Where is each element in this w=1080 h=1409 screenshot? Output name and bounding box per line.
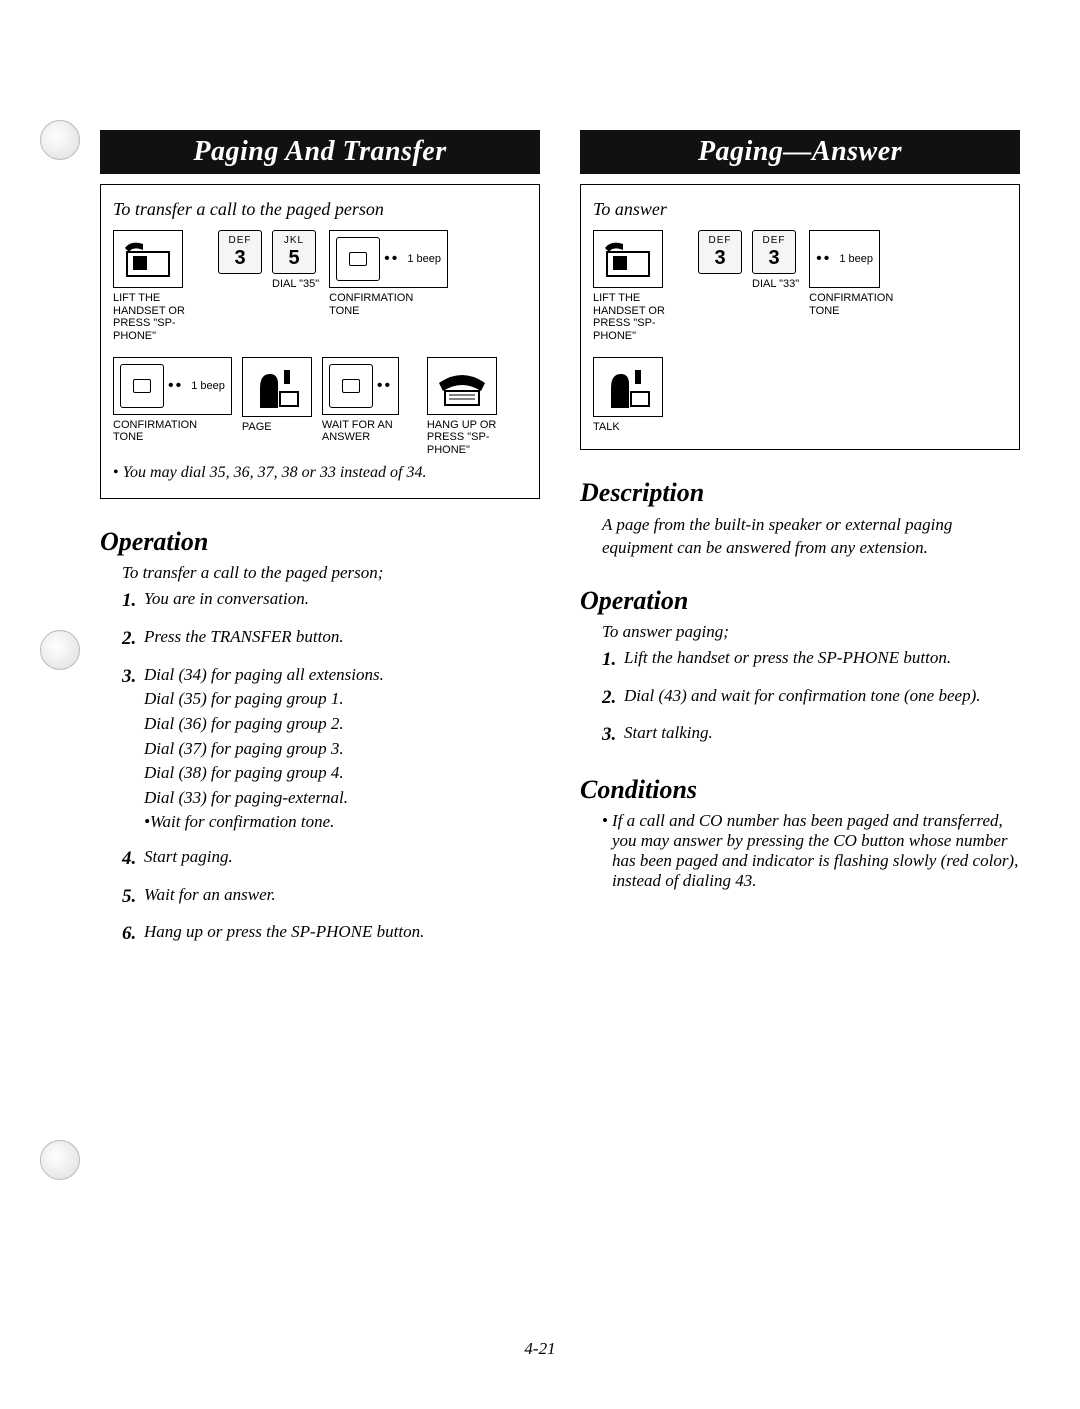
right-conditions-bullet: •If a call and CO number has been paged … [580, 811, 1020, 891]
step-page: PAGE [242, 357, 312, 434]
speaker-icon [336, 237, 380, 281]
list-item: 4.Start paging. [122, 845, 540, 873]
step-key-5: JKL 5 DIAL "35" [272, 230, 319, 291]
dots-icon: •• [816, 250, 831, 268]
step-key-3: DEF 3 [218, 230, 262, 274]
keycap-icon: DEF 3 [218, 230, 262, 274]
step-key-3b: DEF 3 DIAL "33" [752, 230, 799, 291]
keycap-icon: DEF 3 [752, 230, 796, 274]
left-operation-sub: To transfer a call to the paged person; [100, 563, 540, 583]
step-talk: TALK [593, 357, 663, 434]
step-hangup: HANG UP OR PRESS "SP-PHONE" [427, 357, 522, 457]
right-diagram-title: To answer [593, 199, 1007, 220]
step-lift-handset: LIFT THE HANDSET OR PRESS "SP-PHONE" [593, 230, 688, 343]
speaker-icon [120, 364, 164, 408]
step-confirmation-tone-2: •• 1 beep CONFIRMATION TONE [113, 357, 232, 444]
caption: PAGE [242, 421, 272, 434]
binder-hole [40, 120, 80, 160]
left-diagram: To transfer a call to the paged person L… [100, 184, 540, 499]
right-operation-list: 1.Lift the handset or press the SP-PHONE… [580, 646, 1020, 749]
caption: CONFIRMATION TONE [809, 292, 904, 317]
left-banner: Paging And Transfer [100, 130, 540, 174]
right-operation-heading: Operation [580, 586, 1020, 616]
list-item: 1.You are in conversation. [122, 587, 540, 615]
keycap-icon: JKL 5 [272, 230, 316, 274]
step-wait-answer: •• WAIT FOR AN ANSWER [322, 357, 417, 444]
list-item: 1.Lift the handset or press the SP-PHONE… [602, 646, 1020, 674]
right-operation-sub: To answer paging; [580, 622, 1020, 642]
list-item: 5.Wait for an answer. [122, 883, 540, 911]
step-confirmation-tone: •• 1 beep CONFIRMATION TONE [809, 230, 904, 317]
list-item: 2.Press the TRANSFER button. [122, 625, 540, 653]
list-item: 2.Dial (43) and wait for confirmation to… [602, 684, 1020, 712]
left-diagram-row2: •• 1 beep CONFIRMATION TONE PAGE [113, 357, 527, 457]
right-diagram-row1: LIFT THE HANDSET OR PRESS "SP-PHONE" DEF… [593, 230, 1007, 343]
page-columns: Paging And Transfer To transfer a call t… [100, 130, 1020, 958]
caption: DIAL "35" [272, 278, 319, 291]
right-description-heading: Description [580, 478, 1020, 508]
left-operation-heading: Operation [100, 527, 540, 557]
phone-icon [123, 238, 173, 280]
page-number: 4-21 [0, 1339, 1080, 1359]
caption: TALK [593, 421, 620, 434]
left-operation-list: 1.You are in conversation. 2.Press the T… [100, 587, 540, 947]
caption: CONFIRMATION TONE [329, 292, 424, 317]
right-diagram: To answer LIFT THE HANDSET OR PRESS "SP-… [580, 184, 1020, 450]
left-diagram-note: •You may dial 35, 36, 37, 38 or 33 inste… [113, 464, 527, 482]
speaker-icon [329, 364, 373, 408]
caption: HANG UP OR PRESS "SP-PHONE" [427, 419, 522, 457]
keycap-icon: DEF 3 [698, 230, 742, 274]
right-diagram-row2: TALK [593, 357, 1007, 434]
binder-hole [40, 630, 80, 670]
binder-hole [40, 1140, 80, 1180]
caption: DIAL "33" [752, 278, 799, 291]
left-column: Paging And Transfer To transfer a call t… [100, 130, 540, 958]
person-talk-icon [605, 364, 651, 410]
step-key-3a: DEF 3 [698, 230, 742, 274]
right-banner: Paging—Answer [580, 130, 1020, 174]
caption: WAIT FOR AN ANSWER [322, 419, 417, 444]
step-confirmation-tone: •• 1 beep CONFIRMATION TONE [329, 230, 448, 317]
left-diagram-title: To transfer a call to the paged person [113, 199, 527, 220]
right-description-body: A page from the built-in speaker or exte… [580, 514, 1020, 560]
phone-icon [603, 238, 653, 280]
right-column: Paging—Answer To answer LIFT THE HANDSET… [580, 130, 1020, 958]
dots-icon: •• [384, 250, 399, 268]
left-diagram-row1: LIFT THE HANDSET OR PRESS "SP-PHONE" DEF… [113, 230, 527, 343]
dots-icon: •• [168, 377, 183, 395]
caption: CONFIRMATION TONE [113, 419, 208, 444]
caption: LIFT THE HANDSET OR PRESS "SP-PHONE" [113, 292, 208, 343]
caption: LIFT THE HANDSET OR PRESS "SP-PHONE" [593, 292, 688, 343]
right-conditions-heading: Conditions [580, 775, 1020, 805]
list-item: 6.Hang up or press the SP-PHONE button. [122, 920, 540, 948]
step-lift-handset: LIFT THE HANDSET OR PRESS "SP-PHONE" [113, 230, 208, 343]
list-item: 3.Start talking. [602, 721, 1020, 749]
list-item: 3.Dial (34) for paging all extensions. D… [122, 663, 540, 835]
person-talk-icon [254, 364, 300, 410]
dots-icon: •• [377, 377, 392, 395]
hangup-icon [437, 365, 487, 407]
